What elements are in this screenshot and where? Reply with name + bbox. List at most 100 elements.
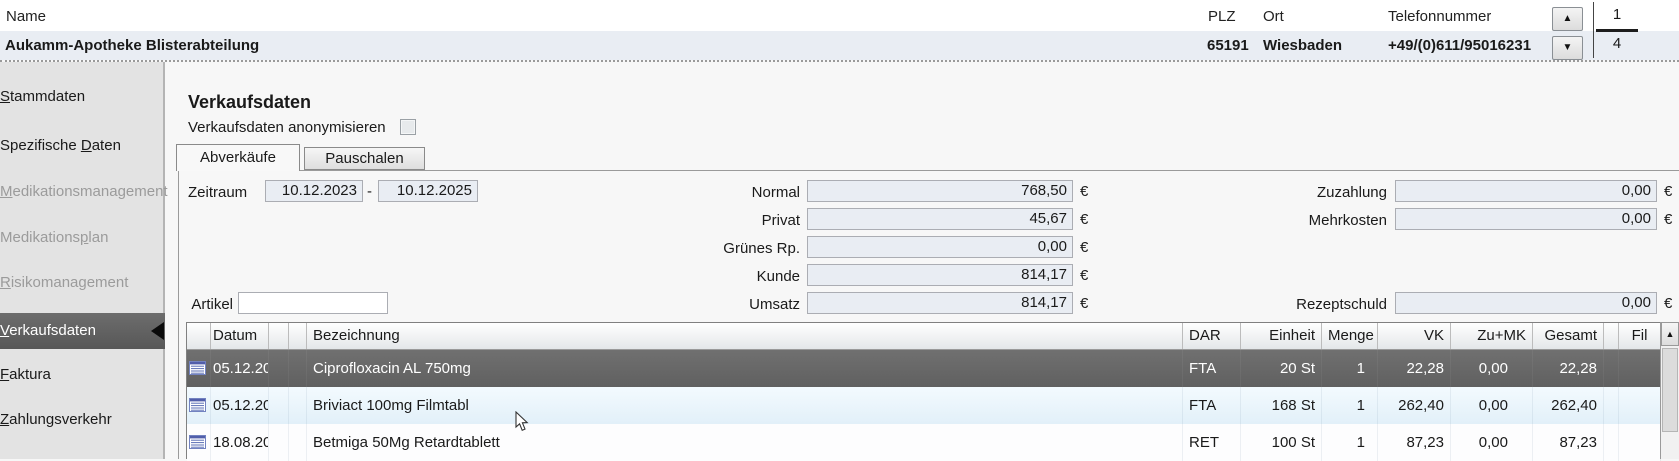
calendar-icon bbox=[189, 397, 206, 412]
anonymize-checkbox[interactable] bbox=[400, 119, 416, 135]
header-zumk[interactable]: Zu+MK bbox=[1451, 323, 1533, 349]
cell-fil bbox=[1619, 387, 1661, 424]
umsatz-label: Umsatz bbox=[749, 296, 800, 313]
cell-vk: 22,28 bbox=[1378, 350, 1451, 387]
cell-einheit: 20 St bbox=[1241, 350, 1322, 387]
sidebar-item-verkaufsdaten[interactable] bbox=[0, 313, 165, 349]
gruenes-rp-field: 0,00 bbox=[807, 236, 1073, 258]
header-row-labels bbox=[0, 0, 1679, 31]
header-dar[interactable]: DAR bbox=[1183, 323, 1241, 349]
zuzahlung-label: Zuzahlung bbox=[1316, 184, 1387, 201]
tab-pane-border-left bbox=[178, 170, 179, 459]
mehrkosten-label: Mehrkosten bbox=[1308, 212, 1387, 229]
cell-vk: 262,40 bbox=[1378, 387, 1451, 424]
artikel-input[interactable] bbox=[238, 292, 388, 314]
sidebar-item-zahlungsverkehr[interactable]: Zahlungsverkehr bbox=[0, 411, 112, 428]
header-vk[interactable]: VK bbox=[1378, 323, 1451, 349]
cell-bezeichnung: Ciprofloxacin AL 750mg bbox=[307, 350, 1183, 387]
kunde-currency: € bbox=[1080, 267, 1089, 284]
cell-dar: FTA bbox=[1183, 387, 1241, 424]
ort-value: Wiesbaden bbox=[1263, 37, 1343, 54]
header-spacer-3[interactable] bbox=[1604, 323, 1619, 349]
header-bezeichnung[interactable]: Bezeichnung bbox=[307, 323, 1183, 349]
sidebar-item-spezifische-daten[interactable]: Spezifische Daten bbox=[0, 137, 121, 154]
cell-gesamt: 22,28 bbox=[1533, 350, 1604, 387]
header-icon-col[interactable] bbox=[187, 323, 211, 349]
header-spacer-2[interactable] bbox=[289, 323, 307, 349]
cell-bezeichnung: Briviact 100mg Filmtabl bbox=[307, 387, 1183, 424]
scrollbar-thumb[interactable] bbox=[1662, 348, 1678, 432]
calendar-icon bbox=[189, 434, 206, 449]
privat-label: Privat bbox=[761, 212, 800, 229]
rezeptschuld-currency: € bbox=[1664, 295, 1673, 312]
artikel-label: Artikel bbox=[191, 296, 233, 313]
header-datum[interactable]: Datum bbox=[211, 323, 269, 349]
kunde-field: 814,17 bbox=[807, 264, 1073, 286]
mouse-cursor bbox=[515, 411, 529, 432]
umsatz-field: 814,17 bbox=[807, 292, 1073, 314]
cell-dar: FTA bbox=[1183, 350, 1241, 387]
tab-pauschalen[interactable]: Pauschalen bbox=[304, 147, 425, 170]
sidebar-item-medikationsplan: Medikationsplan bbox=[0, 229, 109, 246]
sidebar-item-medikationsmanagement: Medikationsmanagement bbox=[0, 183, 168, 200]
record-up-button[interactable]: ▲ bbox=[1552, 7, 1583, 31]
sidebar-nav bbox=[0, 62, 165, 459]
cell-datum: 18.08.2025 bbox=[211, 424, 269, 461]
privat-currency: € bbox=[1080, 211, 1089, 228]
zeitraum-to-field[interactable]: 10.12.2025 bbox=[378, 180, 478, 202]
telefon-value: +49/(0)611/95016231 bbox=[1388, 37, 1532, 54]
sidebar-item-verkaufsdaten-label: Verkaufsdaten bbox=[0, 322, 96, 339]
plz-column-label: PLZ bbox=[1208, 8, 1236, 25]
mehrkosten-currency: € bbox=[1664, 211, 1673, 228]
cell-fil bbox=[1619, 424, 1661, 461]
header-fil[interactable]: Fil bbox=[1619, 323, 1661, 349]
table-row-briviact[interactable]: 05.12.2025 Briviact 100mg Filmtabl FTA 1… bbox=[187, 387, 1661, 424]
zuzahlung-field: 0,00 bbox=[1395, 180, 1657, 202]
tab-pane-border-top bbox=[178, 170, 1679, 171]
arrow-down-icon: ▼ bbox=[1562, 42, 1573, 53]
record-index: 1 bbox=[1612, 6, 1622, 23]
zeitraum-separator: - bbox=[367, 183, 372, 200]
cell-menge: 1 bbox=[1322, 350, 1378, 387]
normal-currency: € bbox=[1080, 183, 1089, 200]
mehrkosten-field: 0,00 bbox=[1395, 208, 1657, 230]
cell-zumk: 0,00 bbox=[1451, 424, 1533, 461]
pharmacy-name-value: Aukamm-Apotheke Blisterabteilung bbox=[5, 37, 260, 54]
sidebar-item-faktura[interactable]: Faktura bbox=[0, 366, 51, 383]
page-title: Verkaufsdaten bbox=[188, 92, 312, 112]
cell-zumk: 0,00 bbox=[1451, 387, 1533, 424]
tab-abverkaeufe[interactable]: Abverkäufe bbox=[176, 144, 300, 171]
name-column-label: Name bbox=[6, 8, 47, 25]
arrow-up-icon: ▲ bbox=[1665, 329, 1675, 339]
table-row-betmiga[interactable]: 18.08.2025 Betmiga 50Mg Retardtablett RE… bbox=[187, 424, 1661, 461]
zeitraum-from-field[interactable]: 10.12.2023 bbox=[265, 180, 363, 202]
cell-zumk: 0,00 bbox=[1451, 350, 1533, 387]
header-separator bbox=[0, 60, 1679, 62]
cell-datum: 05.12.2025 bbox=[211, 350, 269, 387]
scrollbar-up-button[interactable]: ▲ bbox=[1661, 322, 1679, 346]
cell-fil bbox=[1619, 350, 1661, 387]
sidebar-item-stammdaten[interactable]: Stammdaten bbox=[0, 88, 86, 105]
record-down-button[interactable]: ▼ bbox=[1552, 36, 1583, 60]
record-fraction-bar bbox=[1596, 29, 1638, 32]
cell-menge: 1 bbox=[1322, 387, 1378, 424]
normal-field: 768,50 bbox=[807, 180, 1073, 202]
header-einheit[interactable]: Einheit bbox=[1241, 323, 1322, 349]
table-row-ciprofloxacin[interactable]: 05.12.2025 Ciprofloxacin AL 750mg FTA 20… bbox=[187, 350, 1661, 387]
header-menge[interactable]: Menge bbox=[1322, 323, 1378, 349]
rezeptschuld-field: 0,00 bbox=[1395, 292, 1657, 314]
header-spacer-1[interactable] bbox=[269, 323, 289, 349]
plz-value: 65191 bbox=[1207, 37, 1249, 54]
cell-einheit: 100 St bbox=[1241, 424, 1322, 461]
header-gesamt[interactable]: Gesamt bbox=[1533, 323, 1604, 349]
telefon-column-label: Telefonnummer bbox=[1388, 8, 1492, 25]
gruenes-rp-label: Grünes Rp. bbox=[723, 240, 800, 257]
record-row[interactable] bbox=[0, 31, 1679, 60]
normal-label: Normal bbox=[751, 184, 800, 201]
record-counter-divider bbox=[1593, 2, 1594, 58]
cell-bezeichnung: Betmiga 50Mg Retardtablett bbox=[307, 424, 1183, 461]
table-scrollbar[interactable]: ▲ bbox=[1660, 322, 1679, 459]
calendar-icon bbox=[189, 360, 206, 375]
sidebar-selected-arrow-icon bbox=[151, 322, 164, 340]
arrow-up-icon: ▲ bbox=[1562, 13, 1573, 24]
